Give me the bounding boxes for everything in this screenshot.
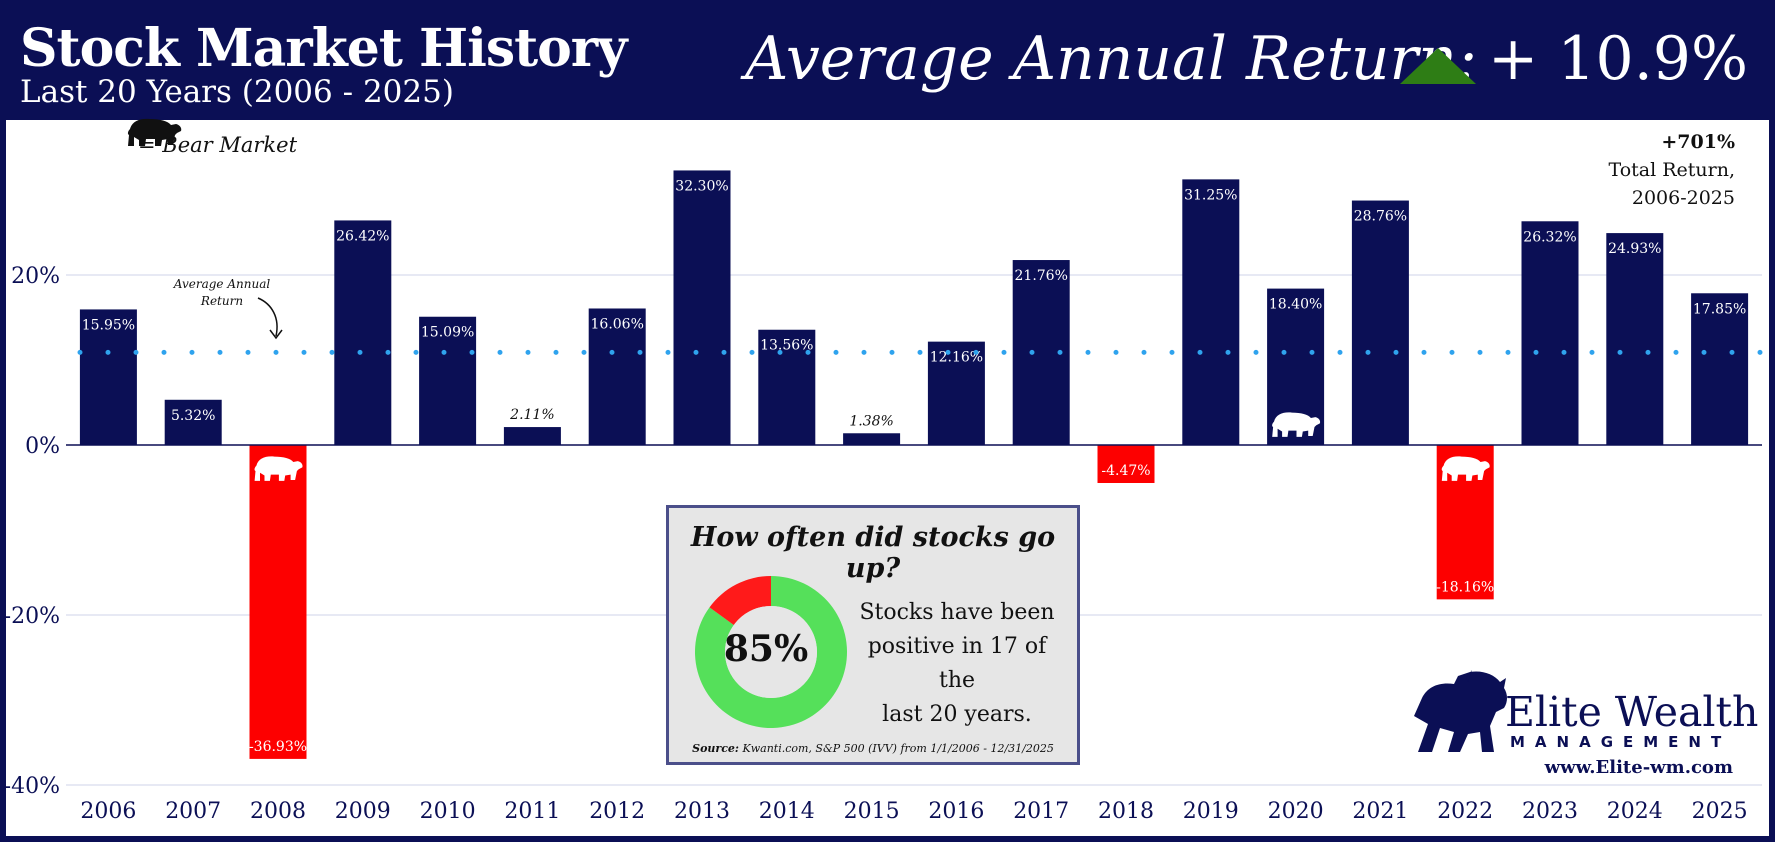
bar-2008 (249, 445, 307, 759)
total-return-box: +701% Total Return, 2006-2025 (1609, 128, 1736, 212)
value-label: 31.25% (1184, 187, 1237, 203)
x-tick-label: 2023 (1522, 799, 1578, 824)
value-label: 2.11% (509, 407, 554, 423)
bar-2015 (843, 433, 901, 445)
value-label: 18.40% (1269, 297, 1322, 313)
bar-2018 (1097, 445, 1155, 483)
brand-subtitle: MANAGEMENT (1510, 733, 1732, 751)
average-annotation-line1: Average Annual (173, 277, 271, 291)
bar-2006 (79, 309, 137, 445)
annotation-arrowhead (269, 329, 283, 340)
x-tick-label: 2009 (335, 799, 391, 824)
x-tick-label: 2024 (1607, 799, 1663, 824)
value-label: 24.93% (1608, 241, 1661, 257)
value-label: -36.93% (249, 739, 307, 755)
legend-bear-market: = Bear Market (138, 133, 298, 157)
x-tick-label: 2015 (844, 799, 900, 824)
bear-market-icon (1272, 412, 1321, 437)
info-text-line2: positive in 17 of the (867, 634, 1047, 693)
bar-2011 (503, 427, 561, 445)
website-link[interactable]: www.Elite-wm.com (1544, 757, 1733, 778)
bar-2016 (927, 341, 985, 445)
value-label: 13.56% (760, 338, 813, 354)
bar-2013 (673, 170, 731, 445)
bar-2021 (1351, 200, 1409, 445)
value-label: -4.47% (1101, 463, 1150, 479)
info-text-line3: last 20 years. (882, 702, 1032, 727)
source-note: Source: Kwanti.com, S&P 500 (IVV) from 1… (692, 742, 1054, 755)
average-annotation-line2: Return (200, 294, 243, 308)
page-subtitle: Last 20 Years (2006 - 2025) (20, 74, 454, 110)
value-label: -18.16% (1436, 579, 1494, 595)
bar-2009 (334, 220, 392, 445)
y-tick-label: 0% (25, 434, 60, 459)
x-tick-label: 2011 (504, 799, 560, 824)
value-label: 26.42% (336, 228, 389, 244)
value-label: 32.30% (675, 178, 728, 194)
total-return-value: +701% (1661, 131, 1735, 153)
x-tick-label: 2006 (80, 799, 136, 824)
bear-market-icon (254, 456, 303, 481)
donut-positive-slice (695, 576, 847, 728)
bar-2012 (588, 308, 646, 445)
x-tick-label: 2022 (1437, 799, 1493, 824)
x-tick-label: 2020 (1268, 799, 1324, 824)
bar-2010 (419, 316, 477, 445)
value-label: 16.06% (591, 316, 644, 332)
bar-2014 (758, 329, 816, 445)
y-tick-label: 20% (11, 264, 60, 289)
info-box-title: How often did stocks go up? (690, 522, 1056, 584)
average-return-value: + 10.9% (1488, 24, 1748, 94)
x-tick-label: 2016 (928, 799, 984, 824)
x-tick-label: 2013 (674, 799, 730, 824)
y-tick-label: -40% (4, 774, 60, 799)
up-triangle-icon (1400, 48, 1476, 84)
value-label: 15.95% (82, 317, 135, 333)
donut-hole (725, 606, 817, 698)
value-label: 1.38% (849, 413, 893, 429)
bull-logo-icon (1414, 670, 1507, 752)
x-tick-label: 2014 (759, 799, 815, 824)
x-tick-label: 2018 (1098, 799, 1154, 824)
donut-negative-slice (709, 576, 771, 625)
bear-market-icon (1441, 456, 1490, 481)
page-title: Stock Market History (20, 18, 627, 79)
value-label: 5.32% (171, 408, 215, 424)
info-box: How often did stocks go up? 85% Stocks h… (666, 505, 1080, 765)
total-return-line2: 2006-2025 (1631, 187, 1735, 209)
x-tick-label: 2025 (1692, 799, 1748, 824)
annotation-arrow (257, 297, 278, 337)
header-banner: Stock Market History Last 20 Years (2006… (0, 0, 1775, 120)
x-tick-label: 2012 (589, 799, 645, 824)
x-tick-label: 2021 (1352, 799, 1408, 824)
value-label: 21.76% (1015, 268, 1068, 284)
info-text-line1: Stocks have been (859, 600, 1055, 625)
brand-name: Elite Wealth (1505, 688, 1759, 736)
value-label: 15.09% (421, 325, 474, 341)
x-tick-label: 2019 (1183, 799, 1239, 824)
x-tick-label: 2008 (250, 799, 306, 824)
total-return-line1: Total Return, (1608, 159, 1736, 181)
bear-icon (127, 118, 182, 146)
x-tick-label: 2017 (1013, 799, 1069, 824)
value-label: 17.85% (1693, 301, 1746, 317)
bar-2023 (1521, 221, 1579, 445)
donut-percent: 85% (723, 628, 809, 670)
y-tick-label: -20% (4, 604, 60, 629)
bar-2025 (1691, 293, 1749, 445)
x-tick-label: 2007 (165, 799, 221, 824)
average-return-label: Average Annual Return: (745, 24, 1478, 94)
x-tick-label: 2010 (420, 799, 476, 824)
bar-2007 (164, 399, 222, 445)
value-label: 26.32% (1523, 229, 1576, 245)
positive-years-donut (695, 576, 847, 728)
info-box-text: Stocks have been positive in 17 of the l… (847, 596, 1067, 732)
bar-2024 (1606, 233, 1664, 445)
value-label: 12.16% (930, 350, 983, 366)
value-label: 28.76% (1354, 209, 1407, 225)
bar-2019 (1182, 179, 1240, 445)
